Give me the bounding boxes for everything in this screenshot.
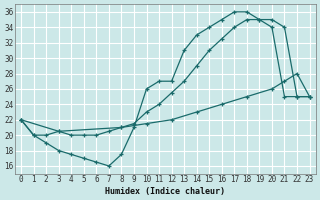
X-axis label: Humidex (Indice chaleur): Humidex (Indice chaleur) [105,187,225,196]
